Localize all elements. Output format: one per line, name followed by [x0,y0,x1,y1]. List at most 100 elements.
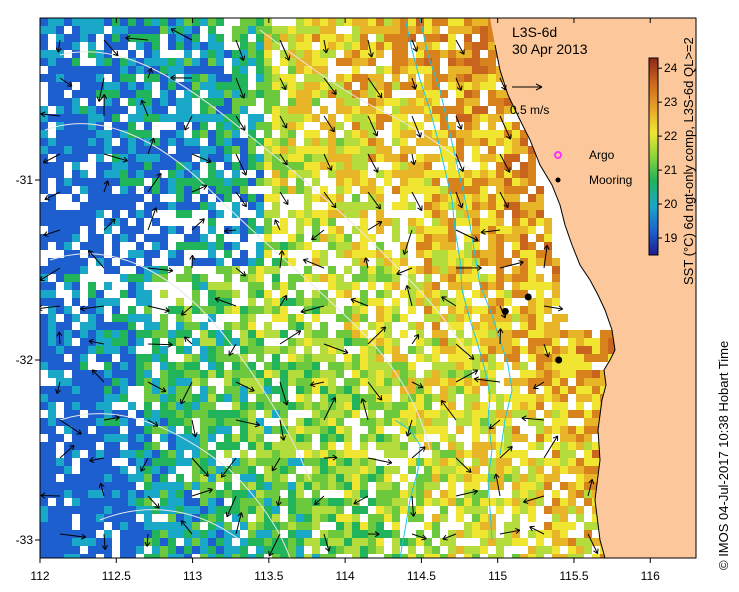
velocity-arrow [363,257,370,269]
velocity-arrow [529,525,545,535]
velocity-arrow [189,254,196,269]
velocity-arrow [180,520,193,535]
velocity-arrow [402,229,413,255]
velocity-arrow [499,528,521,535]
velocity-arrow [101,94,108,117]
velocity-arrow [367,191,381,210]
velocity-arrow [367,153,379,173]
velocity-arrow [493,473,501,497]
velocity-arrow [499,153,511,173]
velocity-arrow [191,419,198,438]
mooring-legend-label: Mooring [589,173,632,187]
velocity-arrow [80,305,105,312]
velocity-arrow [455,229,479,242]
velocity-arrow [40,111,61,118]
velocity-arrow [323,343,349,355]
velocity-arrow [455,343,475,360]
argo-marker-icon [554,151,562,159]
velocity-arrow [322,39,329,54]
velocity-arrow [455,191,464,209]
map-plot-area [40,18,696,558]
velocity-arrow [40,492,61,499]
velocity-arrow [367,457,393,466]
velocity-arrow [191,153,212,164]
x-tick-label: 114.5 [407,569,436,583]
velocity-arrow [180,305,193,316]
velocity-arrow [455,457,472,473]
velocity-arrow [587,533,599,554]
velocity-arrow [473,376,501,383]
velocity-arrow [235,419,261,428]
colorbar-tick-label: 22 [664,129,678,143]
velocity-arrow [311,229,325,241]
argo-legend-label: Argo [589,148,615,162]
velocity-arrow [323,115,335,133]
velocity-arrow [59,77,73,87]
velocity-arrow [279,39,291,61]
velocity-arrow [235,267,247,277]
colorbar-ticks: 24 23 22 21 20 19 [658,61,678,245]
colorbar-tick-label: 19 [664,231,678,245]
velocity-arrow [147,172,162,193]
velocity-arrow [442,533,457,541]
velocity-arrow [235,381,255,392]
velocity-arrow [144,533,151,547]
date-label: 30 Apr 2013 [512,41,588,57]
x-tick-label: 113.5 [254,569,283,583]
velocity-arrow [147,267,174,274]
velocity-arrow [147,419,159,427]
velocity-arrow [225,495,237,518]
x-axis: 112 112.5 113 113.5 114 114.5 115 115.5 116 [30,18,660,583]
velocity-arrow [279,153,288,166]
x-tick-label: 115 [488,569,507,583]
velocity-arrow [235,115,246,131]
velocity-arrow [411,77,418,90]
velocity-arrow [455,153,465,173]
colorbar-tick-label: 21 [664,163,678,177]
velocity-arrow [220,457,237,478]
velocity-arrow [101,533,108,550]
y-axis: -31 -32 -33 [16,173,40,547]
x-tick-label: 116 [641,569,660,583]
colorbar-tick-label: 24 [664,61,678,75]
velocity-arrow [323,77,337,95]
velocity-arrow [367,381,383,401]
velocity-arrow [170,28,193,41]
colorbar-scale [648,57,659,256]
velocity-arrow [533,381,545,390]
velocity-arrow [89,457,105,463]
velocity-arrow [367,115,379,137]
velocity-arrow [147,207,158,231]
velocity-arrow [88,338,105,345]
velocity-arrow [183,115,193,131]
velocity-arrow [56,331,63,345]
velocity-arrow [323,454,338,461]
plot-frame [39,17,697,559]
credit-text: © IMOS 04-Jul-2017 10:38 Hobart Time [716,341,731,570]
velocity-arrow [543,343,550,358]
velocity-arrow [191,457,209,477]
velocity-arrow [455,115,463,130]
velocity-arrow [314,495,325,506]
coastline [494,44,616,558]
velocity-arrow [350,297,369,307]
velocity-arrow [279,191,289,205]
velocity-arrow [410,153,417,166]
isobath-line [419,18,513,456]
velocity-arrow [103,218,116,231]
velocity-arrow [411,39,419,52]
velocity-arrow [98,482,105,497]
velocity-arrow [543,305,564,312]
isobath-line [394,419,421,558]
velocity-arrow [40,305,61,312]
velocity-arrow [323,397,337,421]
streamlines [44,29,471,558]
mooring-point [524,293,532,301]
velocity-arrow [275,495,282,507]
velocity-arrow [499,446,513,459]
x-tick-label: 114 [336,569,355,583]
velocity-arrow [521,415,545,422]
velocity-arrow [147,381,167,393]
velocity-arrow [367,221,383,231]
